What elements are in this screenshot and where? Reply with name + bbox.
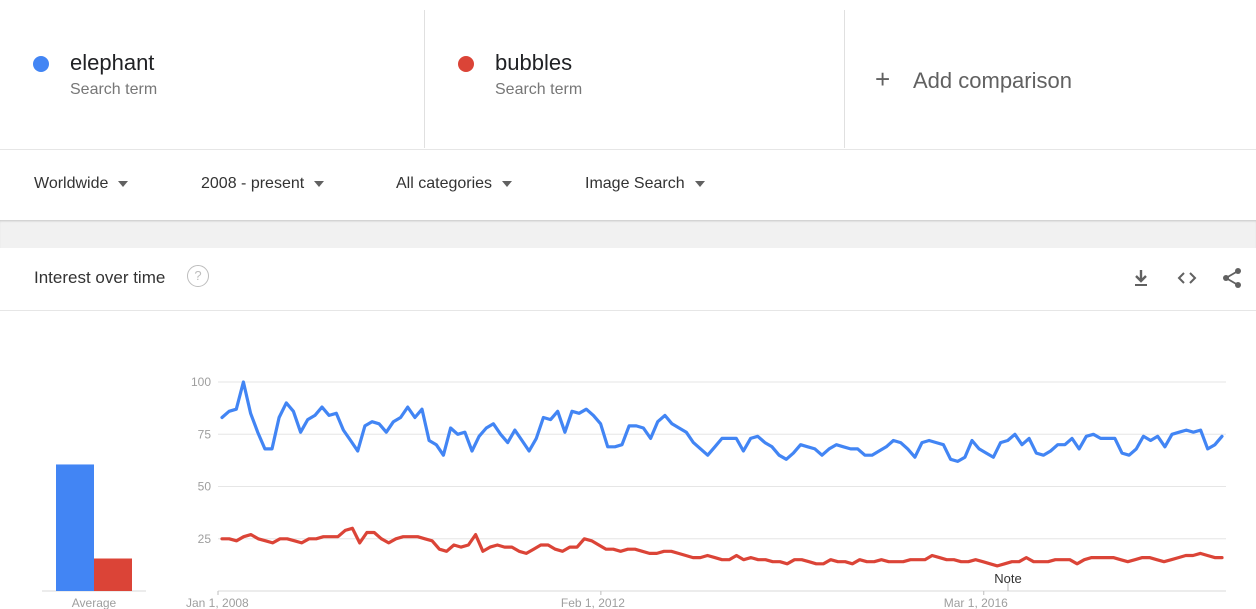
- comparison-bar: elephant Search term bubbles Search term…: [0, 0, 1256, 148]
- term-name: bubbles: [495, 50, 573, 75]
- y-tick-label: 75: [198, 427, 212, 441]
- add-comparison-button[interactable]: + Add comparison: [845, 10, 1256, 148]
- term-color-dot: [33, 56, 49, 72]
- caret-down-icon: [502, 180, 513, 187]
- interest-over-time-chart: 100 75 50 25 Average Jan 1, 2008 Feb 1, 2012…: [42, 375, 1226, 609]
- search-property-dropdown[interactable]: Image Search: [585, 175, 705, 193]
- search-property-value: Image Search: [585, 175, 685, 192]
- download-icon[interactable]: [1129, 266, 1153, 290]
- y-tick-label: 50: [198, 480, 212, 494]
- average-bar-elephant: [56, 464, 94, 591]
- plus-icon: +: [875, 64, 891, 94]
- x-tick-label: Jan 1, 2008: [186, 596, 249, 609]
- time-range-value: 2008 - present: [201, 175, 305, 192]
- category-value: All categories: [396, 175, 493, 192]
- card-header: Interest over time ?: [0, 248, 1256, 311]
- x-axis: Jan 1, 2008 Feb 1, 2012 Mar 1, 2016 Note: [186, 571, 1022, 609]
- y-tick-label: 25: [198, 532, 212, 546]
- note-label: Note: [994, 571, 1021, 586]
- help-circle-icon[interactable]: ?: [187, 265, 209, 287]
- filter-bar: Worldwide 2008 - present All categories …: [0, 149, 1256, 220]
- embed-code-icon[interactable]: [1175, 266, 1199, 290]
- term-card-elephant[interactable]: elephant Search term: [0, 10, 425, 148]
- chart-grid: 100 75 50 25: [191, 375, 1226, 592]
- y-tick-label: 100: [191, 375, 211, 389]
- caret-down-icon: [314, 180, 325, 187]
- category-dropdown[interactable]: All categories: [396, 175, 513, 193]
- card-title: Interest over time: [34, 268, 166, 287]
- term-card-bubbles[interactable]: bubbles Search term: [425, 10, 845, 148]
- term-color-dot: [458, 56, 474, 72]
- average-label: Average: [72, 596, 117, 609]
- x-tick-label: Feb 1, 2012: [561, 596, 625, 609]
- section-separator: [0, 220, 1256, 248]
- average-bar-bubbles: [94, 558, 132, 591]
- time-range-dropdown[interactable]: 2008 - present: [201, 175, 325, 193]
- region-dropdown[interactable]: Worldwide: [34, 175, 129, 193]
- series-lines: [220, 380, 1224, 568]
- x-tick-label: Mar 1, 2016: [944, 596, 1008, 609]
- average-bars: Average: [42, 464, 146, 609]
- share-icon[interactable]: [1220, 266, 1244, 290]
- caret-down-icon: [118, 180, 129, 187]
- term-name: elephant: [70, 50, 155, 75]
- term-subtitle: Search term: [70, 81, 158, 98]
- series-line-bubbles: [220, 526, 1224, 568]
- caret-down-icon: [694, 180, 705, 187]
- add-comparison-label: Add comparison: [913, 68, 1072, 93]
- series-line-elephant: [220, 380, 1224, 463]
- term-subtitle: Search term: [495, 81, 583, 98]
- region-value: Worldwide: [34, 175, 109, 192]
